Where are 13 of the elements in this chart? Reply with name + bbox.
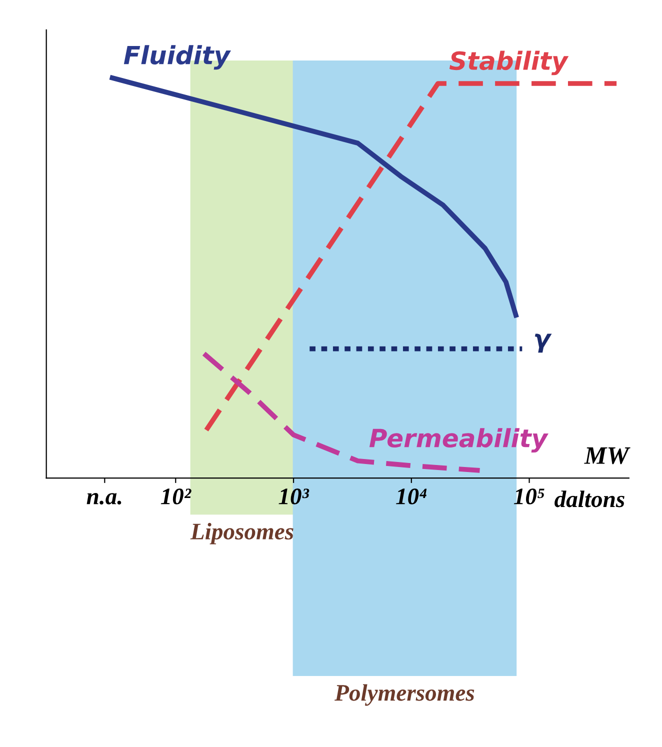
x-tick-label: 10⁵ xyxy=(514,488,544,504)
x-axis-title: MW xyxy=(584,447,630,464)
series-label: Stability xyxy=(449,50,569,76)
x-tick-label: 10² xyxy=(160,488,192,504)
series-label: Fluidity xyxy=(124,45,231,70)
series-label: Permeability xyxy=(369,428,548,453)
band-label: Polymersomes xyxy=(334,684,474,706)
x-tick-label: 10⁴ xyxy=(396,488,427,504)
series-label: γ xyxy=(534,334,552,353)
text: daltons xyxy=(554,490,624,508)
band-label: Liposomes xyxy=(190,522,294,544)
x-tick-label: 10³ xyxy=(278,488,310,504)
x-tick-label: n.a. xyxy=(86,493,122,505)
